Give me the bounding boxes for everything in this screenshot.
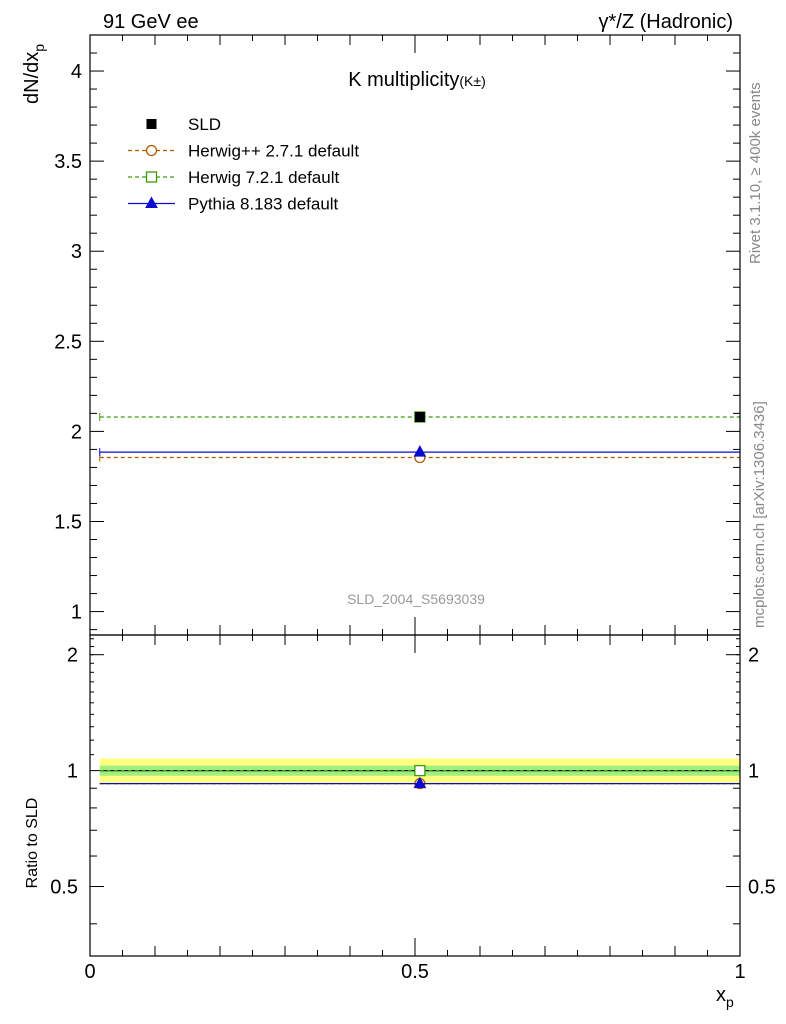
main-y-tick-label: 2.5 — [54, 331, 82, 353]
ratio-panel-frame — [89, 634, 741, 957]
chart-title-main: K multiplicity — [348, 69, 459, 91]
header-right: γ*/Z (Hadronic) — [599, 11, 733, 33]
ratio-marker-pythia-8-183-default — [413, 776, 427, 789]
ratio-series-group — [99, 764, 740, 790]
data-point-sld — [414, 411, 425, 422]
ratio-marker-herwig-7-2-1-default — [414, 764, 426, 777]
legend-marker-sld — [146, 119, 157, 129]
main-y-tick-label: 4 — [71, 61, 82, 83]
x-tick-label: 0 — [84, 961, 95, 983]
ratio-y-tick-label-right: 1 — [748, 761, 759, 783]
legend-label-herwig-2-7-1-default: Herwig++ 2.7.1 default — [188, 142, 359, 161]
legend-label-pythia-8-183-default: Pythia 8.183 default — [188, 195, 339, 214]
mcplots-label: mcplots.cern.ch [arXiv:1306.3436] — [751, 401, 768, 628]
svg-text:xp: xp — [716, 984, 734, 1010]
x-axis-title-main: x — [716, 984, 726, 1006]
legend-marker-herwig-2-7-1-default — [145, 144, 158, 157]
ratio-axis-ticks: 0.5 0.5 1 1 2 2 — [50, 638, 776, 925]
series-marker-pythia-8-183-default — [413, 445, 427, 457]
ratio-axis-title: Ratio to SLD — [24, 798, 41, 889]
x-tick-label: 1 — [734, 961, 745, 983]
main-y-tick-label: 1.5 — [54, 511, 82, 533]
x-axis-title-sub: p — [726, 994, 734, 1010]
main-y-tick-label: 3 — [71, 241, 82, 263]
svg-text:K multiplicity(K±): K multiplicity(K±) — [348, 69, 486, 91]
legend-marker-herwig-7-2-1-default — [145, 171, 158, 183]
main-y-tick-label: 2 — [71, 421, 82, 443]
ratio-y-tick-label-left: 1 — [67, 761, 78, 783]
header-left: 91 GeV ee — [103, 11, 199, 33]
legend-marker-pythia-8-183-default — [145, 196, 158, 208]
rivet-label: Rivet 3.1.10, ≥ 400k events — [747, 82, 764, 264]
main-series-group — [99, 411, 741, 464]
chart-title: K multiplicity(K±) — [348, 69, 486, 91]
x-axis-ticks: 0 0.5 1 — [84, 35, 746, 983]
main-y-tick-label: 1 — [71, 602, 82, 624]
legend-label-herwig-7-2-1-default: Herwig 7.2.1 default — [188, 168, 339, 187]
ratio-y-tick-label-right: 0.5 — [748, 877, 776, 899]
ratio-y-tick-label-left: 0.5 — [50, 877, 78, 899]
x-axis-title: xp — [716, 984, 734, 1010]
main-axis-ticks: 1 1.5 2 2.5 3 3.5 4 — [54, 34, 740, 631]
svg-text:dN/dxp: dN/dxp — [21, 44, 47, 104]
x-tick-label: 0.5 — [401, 961, 429, 983]
chart-title-sub: (K±) — [459, 73, 485, 89]
y-axis-title-main: dN/dx — [21, 52, 43, 104]
legend: SLD Herwig++ 2.7.1 default Herwig 7.2.1 de… — [128, 115, 359, 214]
y-axis-title-sub: p — [31, 44, 47, 52]
ratio-y-tick-label-left: 2 — [67, 645, 78, 667]
legend-label-sld: SLD — [188, 115, 221, 134]
analysis-watermark: SLD_2004_S5693039 — [347, 591, 485, 607]
ratio-y-tick-label-right: 2 — [748, 645, 759, 667]
main-y-tick-label: 3.5 — [54, 151, 82, 173]
y-axis-title: dN/dxp — [21, 44, 47, 104]
